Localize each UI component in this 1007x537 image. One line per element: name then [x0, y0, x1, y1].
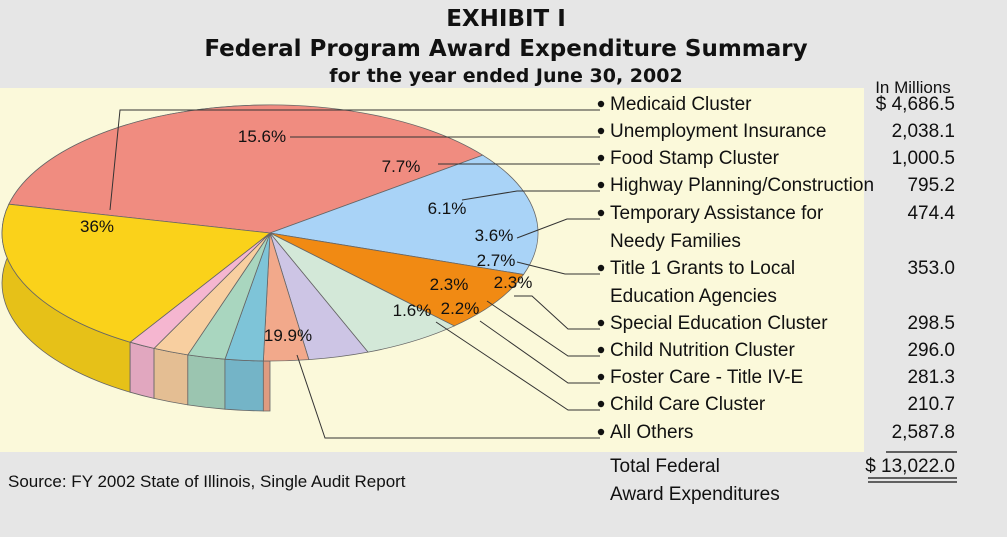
- legend-bullet-title-1-grants-to-local-education-agencies: [597, 264, 605, 272]
- legend-value-title-1-grants-to-local-education-agencies: 353.0: [907, 258, 955, 279]
- legend-label-child-nutrition-cluster: Child Nutrition Cluster: [610, 340, 795, 361]
- leader-line-highway-planning-construction: [461, 190, 600, 201]
- pie-side-child-nutrition-cluster: [187, 354, 226, 410]
- legend-bullet-temporary-assistance-for-needy-families: [597, 209, 605, 217]
- exhibit-label: EXHIBIT I: [446, 6, 566, 32]
- percent-label-highway-planning-construction: 6.1%: [428, 199, 467, 218]
- legend-value-temporary-assistance-for-needy-families: 474.4: [907, 203, 955, 224]
- legend-bullet-medicaid-cluster: [597, 100, 605, 108]
- leader-line-title-1-grants-to-local-education-agencies: [516, 261, 600, 275]
- legend-value-special-education-cluster: 298.5: [907, 313, 955, 334]
- legend-value-foster-care-title-iv-e: 281.3: [907, 367, 955, 388]
- legend-bullet-special-education-cluster: [597, 319, 605, 327]
- pie-side-special-education-cluster: [224, 358, 264, 412]
- leader-line-child-nutrition-cluster: [486, 300, 600, 357]
- leader-line-special-education-cluster: [514, 295, 600, 330]
- leader-line-foster-care-title-iv-e: [479, 320, 600, 384]
- legend-label-unemployment-insurance: Unemployment Insurance: [610, 121, 827, 142]
- legend-value-all-others: 2,587.8: [892, 422, 955, 443]
- legend-bullet-food-stamp-cluster: [597, 154, 605, 162]
- legend-value-child-nutrition-cluster: 296.0: [907, 340, 955, 361]
- leader-lines: [109, 109, 600, 439]
- percent-labels: 36% 15.6% 7.7% 6.1% 3.6% 2.7% 2.3% 2.3% 2.2% 1.6%…: [80, 127, 532, 345]
- legend-label-foster-care-title-iv-e: Foster Care - Title IV-E: [610, 367, 803, 388]
- pie-side-title-1-grants-to-local-education-agencies: [262, 360, 271, 412]
- pie-slice-unemployment-insurance: [268, 154, 539, 275]
- legend-value-medicaid-cluster: $ 4,686.5: [876, 94, 955, 115]
- legend-value-child-care-cluster: 210.7: [907, 394, 955, 415]
- pie-side-child-care-cluster: [129, 341, 155, 399]
- percent-label-child-care-cluster: 1.6%: [393, 301, 432, 320]
- percent-label-child-nutrition-cluster: 2.3%: [430, 275, 469, 294]
- legend-label-temporary-assistance-for-needy-families-line2: Needy Families: [610, 231, 741, 252]
- percent-label-all-others: 19.9%: [264, 326, 312, 345]
- legend-bullet-foster-care-title-iv-e: [597, 373, 605, 381]
- legend-label-child-care-cluster: Child Care Cluster: [610, 394, 766, 415]
- leader-line-all-others: [296, 354, 600, 439]
- pie-slice-food-stamp-cluster: [269, 232, 525, 327]
- legend-value-unemployment-insurance: 2,038.1: [892, 121, 955, 142]
- legend-label-title-1-grants-to-local-education-agencies-line2: Education Agencies: [610, 286, 777, 307]
- percent-label-food-stamp-cluster: 7.7%: [382, 157, 421, 176]
- legend-bullet-child-care-cluster: [597, 400, 605, 408]
- legend-label-title-1-grants-to-local-education-agencies: Title 1 Grants to Local: [610, 258, 795, 279]
- leader-line-child-care-cluster: [435, 321, 600, 411]
- table-panel: [864, 88, 1007, 452]
- legend-bullet-child-nutrition-cluster: [597, 346, 605, 354]
- percent-label-foster-care-title-iv-e: 2.2%: [441, 299, 480, 318]
- leader-line-medicaid-cluster: [109, 109, 600, 211]
- legend-label-medicaid-cluster: Medicaid Cluster: [610, 94, 752, 115]
- total-value: $ 13,022.0: [865, 456, 955, 477]
- percent-label-title-1-grants-to-local-education-agencies: 2.7%: [477, 251, 516, 270]
- legend-label-highway-planning-construction: Highway Planning/Construction: [610, 175, 874, 196]
- legend-label-special-education-cluster: Special Education Cluster: [610, 313, 828, 334]
- percent-label-temporary-assistance-for-needy-families: 3.6%: [475, 226, 514, 245]
- source-note: Source: FY 2002 State of Illinois, Singl…: [8, 472, 406, 491]
- pie-side-foster-care-title-iv-e: [153, 347, 189, 406]
- legend-bullet-highway-planning-construction: [597, 181, 605, 189]
- legend-value-highway-planning-construction: 795.2: [907, 175, 955, 196]
- percent-label-unemployment-insurance: 15.6%: [238, 127, 286, 146]
- legend-label-temporary-assistance-for-needy-families: Temporary Assistance for: [610, 203, 824, 224]
- legend-bullet-unemployment-insurance: [597, 127, 605, 135]
- units-label: In Millions: [875, 78, 951, 97]
- chart-title: Federal Program Award Expenditure Summar…: [204, 36, 807, 62]
- percent-label-special-education-cluster: 2.3%: [494, 273, 533, 292]
- percent-label-medicaid-cluster: 36%: [80, 217, 114, 236]
- legend-label-all-others: All Others: [610, 422, 693, 443]
- total-label-line1: Total Federal: [610, 456, 720, 477]
- pie-slice-all-others: [1, 203, 272, 343]
- leader-line-temporary-assistance-for-needy-families: [516, 218, 600, 239]
- legend-label-food-stamp-cluster: Food Stamp Cluster: [610, 148, 780, 169]
- legend-bullet-all-others: [597, 428, 605, 436]
- chart-subtitle: for the year ended June 30, 2002: [329, 65, 682, 87]
- total-label-line2: Award Expenditures: [610, 484, 780, 505]
- legend-table: Medicaid Cluster $ 4,686.5 Unemployment In…: [597, 94, 957, 453]
- legend-value-food-stamp-cluster: 1,000.5: [892, 148, 955, 169]
